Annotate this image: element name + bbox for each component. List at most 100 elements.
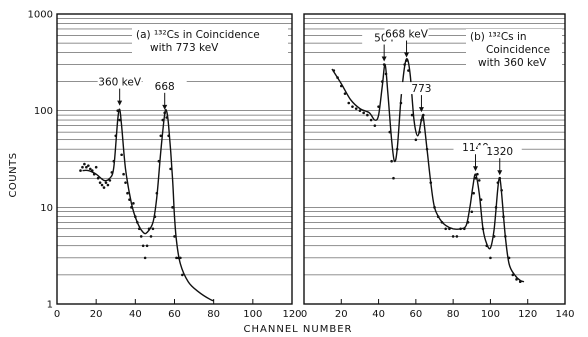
data-point — [88, 167, 92, 171]
x-tick-label: 40 — [129, 309, 142, 320]
x-tick-label: 80 — [207, 309, 220, 320]
data-point — [120, 153, 123, 157]
peak-annotation: 1320 — [477, 145, 522, 176]
y-tick-label: 100 — [34, 106, 53, 117]
data-point — [98, 181, 102, 184]
data-point — [143, 256, 147, 260]
data-point — [149, 235, 153, 238]
x-tick-label: 40 — [372, 309, 385, 320]
peak-arrow-head — [162, 104, 168, 110]
panel-b-frame — [303, 13, 566, 305]
data-point — [85, 165, 88, 169]
data-point — [354, 107, 358, 110]
data-point — [455, 235, 459, 238]
peak-label-background — [97, 75, 142, 88]
data-point — [343, 92, 347, 95]
data-point — [122, 172, 125, 176]
data-point — [94, 165, 98, 169]
panel-b-title-line-1: (b) ¹³²Cs in — [470, 31, 527, 43]
panel-b-fit-curve — [331, 58, 525, 283]
data-point — [139, 235, 143, 238]
panel-a-x-ticks: 0 20 40 60 80 100 120 — [54, 299, 302, 320]
panel-a-title-background — [132, 27, 288, 56]
data-point — [102, 186, 106, 189]
data-point — [390, 159, 393, 163]
panel-a-data-points — [79, 109, 184, 277]
x-tick-label: 60 — [409, 309, 422, 320]
x-tick-label: 100 — [243, 309, 262, 320]
peak-arrow-head — [473, 166, 479, 172]
panel-a-annotations: 360 keV 668 — [97, 75, 187, 110]
peak-annotation: 360 keV — [97, 75, 142, 106]
data-point — [171, 206, 174, 209]
data-point — [351, 105, 354, 108]
x-tick-label: 0 — [301, 309, 307, 320]
peak-annotation: 773 — [399, 82, 444, 113]
panel-a-frame — [56, 13, 293, 305]
data-point — [366, 113, 369, 117]
data-point — [489, 256, 492, 260]
data-point — [470, 210, 474, 214]
data-point — [347, 101, 351, 105]
data-point — [369, 118, 373, 122]
peak-arrow-head — [418, 107, 424, 113]
data-point — [472, 191, 475, 195]
data-point — [141, 244, 145, 248]
peak-arrow-head — [497, 170, 503, 176]
data-point — [451, 235, 455, 238]
peak-label-background — [399, 82, 444, 95]
data-point — [358, 109, 362, 112]
x-tick-label: 100 — [481, 309, 500, 320]
peak-annotation: 668 keV — [384, 27, 429, 58]
y-tick-label: 10 — [40, 203, 53, 214]
peak-annotation: 1140 — [453, 141, 498, 172]
data-point — [126, 191, 129, 195]
data-point — [444, 227, 447, 231]
panel-a-title-line-2: with 773 keV — [150, 42, 219, 54]
data-point — [414, 138, 418, 142]
data-point — [373, 124, 377, 127]
peak-label-background — [142, 79, 187, 92]
peak-label: 773 — [411, 83, 431, 95]
data-point — [79, 169, 82, 172]
peak-arrow-head — [381, 56, 387, 62]
peak-label: 668 — [155, 81, 175, 93]
data-point — [476, 172, 479, 176]
data-point — [362, 111, 365, 115]
peak-label: 360 keV — [98, 77, 142, 89]
data-point — [81, 165, 84, 169]
peak-label-background — [384, 27, 429, 40]
x-axis-label: CHANNEL NUMBER — [244, 324, 353, 335]
x-tick-label: 20 — [335, 309, 348, 320]
panel-b-title-line-3: with 360 keV — [478, 57, 547, 69]
peak-label: 668 keV — [385, 29, 429, 41]
peak-arrow-head — [117, 100, 123, 106]
data-point — [104, 181, 108, 184]
peak-label: 1320 — [486, 146, 513, 158]
data-point — [124, 181, 127, 184]
x-tick-label: 140 — [555, 309, 574, 320]
data-point — [87, 164, 90, 167]
data-point — [145, 244, 149, 248]
data-point — [151, 227, 155, 231]
data-point — [392, 176, 395, 180]
x-tick-label: 20 — [90, 309, 103, 320]
data-point — [100, 183, 104, 187]
panel-a-y-ticks: 1 10 100 1000 — [28, 10, 53, 311]
data-point — [83, 162, 86, 166]
panel-b-title-background — [466, 29, 562, 70]
y-tick-label: 1000 — [28, 10, 53, 21]
x-tick-label: 80 — [447, 309, 460, 320]
y-axis-label: COUNTS — [8, 152, 19, 197]
data-point — [96, 176, 100, 180]
data-point — [132, 202, 135, 205]
y-tick-label: 1 — [47, 300, 53, 311]
data-point — [181, 273, 184, 277]
panel-b-x-ticks: 0 20 40 60 80 100 120 140 — [301, 299, 575, 320]
data-point — [159, 134, 163, 138]
peak-label-background — [477, 145, 522, 158]
x-tick-label: 120 — [518, 309, 537, 320]
